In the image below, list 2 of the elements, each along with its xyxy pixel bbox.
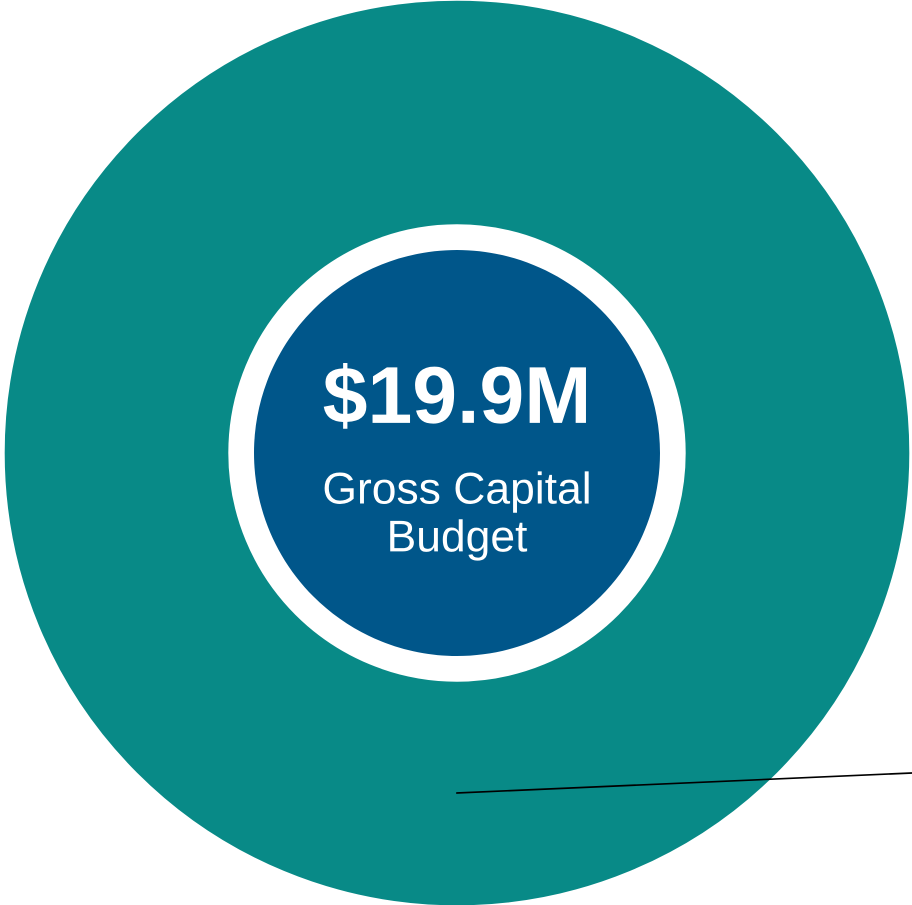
text: Gross Capital Budget — [324, 471, 589, 561]
text: $19.9M — [324, 363, 586, 429]
